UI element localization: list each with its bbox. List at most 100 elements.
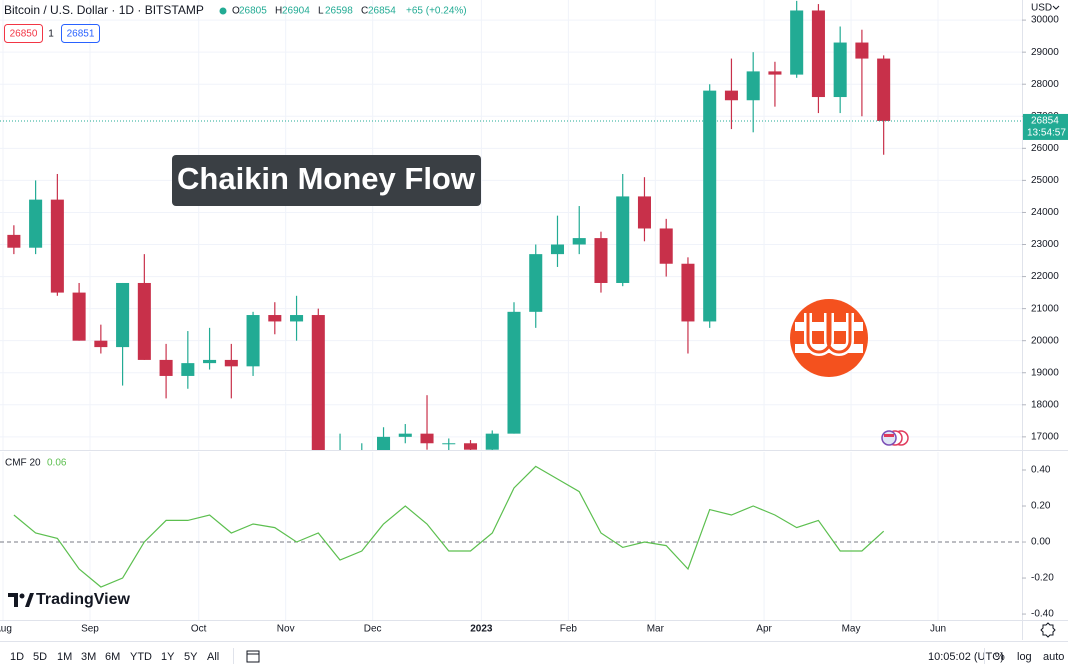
ohlc-value: 26854 bbox=[368, 6, 396, 17]
y-tick-label: 28000 bbox=[1031, 79, 1059, 90]
event-icons[interactable] bbox=[881, 430, 909, 446]
logo-text: TradingView bbox=[36, 591, 131, 608]
last-price-label: 26854 bbox=[1031, 116, 1059, 127]
settings-icon[interactable] bbox=[1040, 622, 1056, 638]
buy-price[interactable]: 26851 bbox=[67, 29, 95, 40]
y-tick-label: 23000 bbox=[1031, 239, 1059, 250]
date-range-icon[interactable] bbox=[246, 650, 260, 663]
candle-body bbox=[7, 234, 21, 248]
ohlc-value: 26805 bbox=[239, 6, 267, 17]
candle-body bbox=[659, 228, 673, 264]
candle-body bbox=[398, 433, 412, 437]
y-tick-label: 18000 bbox=[1031, 399, 1059, 410]
range-button[interactable]: 6M bbox=[105, 651, 120, 663]
ohlc-value: 26598 bbox=[325, 6, 353, 17]
candle-body bbox=[290, 315, 304, 322]
candle-body bbox=[877, 58, 891, 121]
cmf-line bbox=[13, 465, 885, 588]
time-axis: Aug Sep Oct Nov Dec 2023 Feb Mar Apr May Jun bbox=[0, 624, 946, 635]
candle-body bbox=[420, 433, 434, 444]
y-tick-label: 30000 bbox=[1031, 15, 1059, 26]
bottom-toolbar: 1D 5D 1M 3M 6M YTD 1Y 5Y All bbox=[10, 651, 219, 663]
x-tick-label: Oct bbox=[191, 624, 207, 635]
x-tick-label: May bbox=[842, 624, 861, 635]
x-tick-label: Jun bbox=[930, 624, 946, 635]
clock[interactable]: 10:05:02 (UTC) bbox=[928, 651, 1004, 663]
x-tick-label: Feb bbox=[560, 624, 578, 635]
y-tick-label: 26000 bbox=[1031, 143, 1059, 154]
currency-label[interactable]: USD bbox=[1031, 3, 1052, 14]
buy-button[interactable] bbox=[61, 24, 100, 43]
candle-body bbox=[594, 238, 608, 283]
range-button[interactable]: 1D bbox=[10, 651, 24, 663]
indicator-value: 0.06 bbox=[47, 458, 67, 469]
candle-body bbox=[50, 199, 64, 293]
status-dot bbox=[219, 7, 227, 15]
range-button[interactable]: 5D bbox=[33, 651, 47, 663]
scale-option[interactable]: auto bbox=[1043, 651, 1064, 663]
range-button[interactable]: 5Y bbox=[184, 651, 198, 663]
overlay-title: Chaikin Money Flow bbox=[177, 161, 476, 196]
scale-option[interactable]: log bbox=[1017, 651, 1032, 663]
candle-body bbox=[681, 263, 695, 322]
range-button[interactable]: YTD bbox=[130, 651, 152, 663]
ohlc-key: L bbox=[318, 6, 324, 17]
candle-body bbox=[116, 282, 130, 348]
x-tick-label: Aug bbox=[0, 624, 12, 635]
sell-price[interactable]: 26850 bbox=[10, 29, 38, 40]
x-tick-label: Sep bbox=[81, 624, 99, 635]
candle-body bbox=[442, 443, 456, 445]
candle-body bbox=[311, 315, 325, 450]
candle-body bbox=[768, 71, 782, 75]
ohlc-key: O bbox=[232, 6, 240, 17]
candle-body bbox=[550, 244, 565, 255]
range-button[interactable]: 1Y bbox=[161, 651, 175, 663]
order-qty[interactable]: 1 bbox=[48, 29, 54, 40]
candle-body bbox=[855, 42, 869, 59]
cmf-pane bbox=[0, 452, 1022, 620]
last-price-tag bbox=[1023, 113, 1068, 140]
candle-body bbox=[72, 292, 86, 341]
candle-body bbox=[94, 340, 108, 348]
candle-body bbox=[137, 282, 151, 360]
symbol-title[interactable]: Bitcoin / U.S. Dollar · 1D · BITSTAMP bbox=[4, 3, 204, 17]
candle-body bbox=[790, 10, 804, 75]
range-button[interactable]: 3M bbox=[81, 651, 96, 663]
range-button[interactable]: 1M bbox=[57, 651, 72, 663]
y-tick-label: 20000 bbox=[1031, 335, 1059, 346]
y-tick-label: 0.00 bbox=[1031, 537, 1051, 548]
candle-body bbox=[616, 196, 630, 283]
y-tick-label: 29000 bbox=[1031, 47, 1059, 58]
sell-button[interactable] bbox=[4, 24, 43, 43]
x-tick-label: 2023 bbox=[470, 624, 493, 635]
indicator-name[interactable]: CMF 20 bbox=[5, 458, 41, 469]
x-tick-label: Nov bbox=[277, 624, 295, 635]
candle-body bbox=[507, 311, 521, 434]
candle-body bbox=[833, 42, 847, 98]
currency-caret bbox=[1052, 5, 1060, 10]
ohlc-legend: O 26805 H 26904 L 26598 C 26854 +65 (+0.24%) bbox=[232, 6, 467, 17]
candle-body bbox=[463, 443, 478, 450]
y-tick-label: 19000 bbox=[1031, 367, 1059, 378]
range-button[interactable]: All bbox=[207, 651, 219, 663]
y-tick-label: 0.20 bbox=[1031, 501, 1051, 512]
y-tick-label: 25000 bbox=[1031, 175, 1059, 186]
candle-body bbox=[703, 90, 717, 322]
candle-body bbox=[246, 315, 260, 367]
tradingview-logo: TradingView bbox=[8, 591, 131, 608]
scale-options: % log auto bbox=[995, 651, 1064, 663]
candle-body bbox=[159, 359, 173, 376]
candle-body bbox=[377, 436, 391, 450]
ohlc-key: H bbox=[275, 6, 282, 17]
candle-body bbox=[224, 359, 238, 367]
price-pane bbox=[0, 0, 1022, 450]
y-tick-label: 0.40 bbox=[1031, 465, 1051, 476]
x-tick-label: Dec bbox=[364, 624, 382, 635]
brand-logo bbox=[790, 299, 868, 377]
countdown-label: 13:54:57 bbox=[1027, 128, 1066, 139]
candle-body bbox=[181, 363, 195, 376]
scale-option[interactable]: % bbox=[995, 651, 1005, 663]
candle-body bbox=[529, 254, 543, 312]
